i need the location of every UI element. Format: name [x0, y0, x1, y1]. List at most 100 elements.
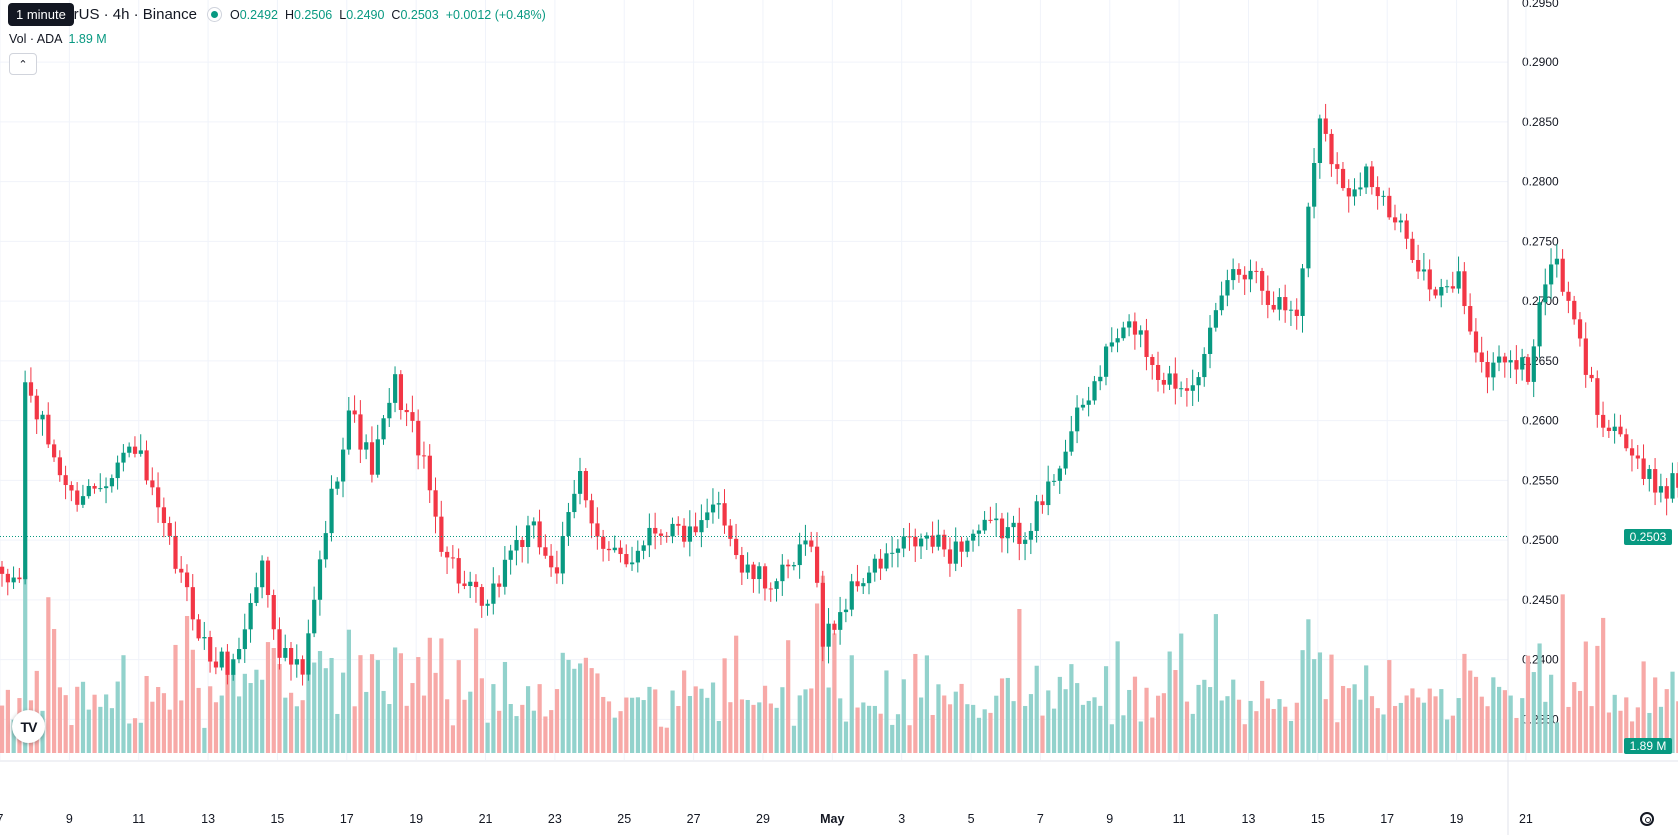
volume-bar	[1312, 659, 1317, 753]
candle-body	[358, 414, 363, 450]
candle-body	[838, 612, 843, 630]
volume-bar	[144, 675, 149, 753]
time-tick-label: 29	[756, 812, 770, 826]
volume-bar	[1242, 724, 1247, 753]
candle-body	[219, 651, 224, 668]
volume-bar	[1392, 705, 1398, 753]
volume-bar	[705, 697, 710, 753]
candle-body	[612, 547, 617, 551]
volume-bar	[1352, 684, 1357, 753]
volume-bar	[913, 653, 918, 753]
volume-bar	[289, 692, 294, 753]
candle-body	[1537, 302, 1542, 347]
volume-bar	[1664, 689, 1669, 753]
volume-bar	[1103, 666, 1109, 753]
ohlc-close: C0.2503	[391, 7, 439, 22]
candle-body	[1549, 264, 1554, 285]
time-tick-label: 19	[409, 812, 423, 826]
candle-body	[1462, 271, 1467, 307]
candle-body	[554, 567, 560, 574]
candle-body	[1543, 284, 1548, 303]
volume-bar	[1369, 696, 1375, 753]
volume-bar	[491, 684, 496, 753]
volume-label[interactable]: Vol · ADA	[9, 32, 63, 46]
candle-body	[1670, 473, 1675, 499]
candle-body	[323, 533, 328, 560]
settings-gear-icon[interactable]	[1640, 812, 1654, 826]
candle-body	[1427, 269, 1432, 290]
volume-bar	[11, 719, 16, 753]
candle-body	[1554, 258, 1560, 265]
ohlc-low: L0.2490	[339, 7, 385, 22]
volume-bar	[907, 725, 912, 753]
market-status-icon[interactable]	[207, 7, 222, 22]
volume-bar	[1387, 660, 1392, 753]
candle-body	[277, 629, 282, 658]
volume-bar	[456, 660, 461, 753]
volume-bar	[520, 704, 525, 753]
volume-bar	[1092, 697, 1097, 753]
volume-bar	[1167, 651, 1172, 753]
volume-bar	[173, 644, 178, 753]
candle-body	[1069, 431, 1074, 452]
candle-body	[1150, 356, 1155, 365]
candle-body	[1028, 530, 1034, 540]
candle-body	[699, 520, 704, 533]
volume-bar	[433, 672, 438, 753]
volume-bar	[988, 712, 993, 753]
volume-bar	[1260, 680, 1265, 753]
volume-bar	[260, 679, 265, 753]
volume-bar	[797, 695, 802, 753]
volume-bar	[1346, 688, 1351, 753]
candle-body	[1202, 353, 1207, 378]
volume-bar	[381, 690, 386, 753]
candle-body	[456, 558, 461, 584]
volume-bar	[277, 664, 282, 753]
volume-bar	[329, 657, 334, 753]
candle-body	[445, 551, 450, 558]
candle-body	[901, 536, 906, 549]
candle-body	[0, 566, 5, 574]
candle-body	[988, 519, 993, 521]
volume-bar	[1549, 674, 1554, 753]
volume-legend: Vol · ADA 1.89 M	[9, 32, 107, 46]
tradingview-logo-icon[interactable]: TV	[12, 710, 45, 743]
volume-bar	[572, 668, 577, 753]
candle-body	[1664, 486, 1669, 499]
candle-body	[872, 558, 877, 573]
candle-body	[514, 540, 519, 551]
candle-body	[369, 442, 375, 475]
candle-body	[786, 564, 791, 567]
candle-body	[1491, 362, 1496, 378]
candle-body	[260, 560, 265, 588]
candle-body	[69, 485, 74, 491]
candle-body	[497, 583, 502, 587]
candle-body	[1051, 480, 1057, 482]
candle-body	[531, 521, 536, 526]
volume-bar	[283, 697, 288, 753]
volume-bar	[618, 711, 623, 753]
volume-bar	[387, 704, 392, 753]
volume-bar	[578, 663, 583, 753]
volume-bar	[855, 707, 860, 753]
candle-body	[1404, 220, 1409, 239]
volume-bar	[1196, 684, 1201, 753]
volume-bar	[213, 702, 219, 753]
candle-body	[196, 619, 201, 639]
candle-body	[421, 455, 427, 457]
volume-bar	[1358, 699, 1363, 753]
candle-body	[1624, 434, 1629, 449]
volume-bar	[1335, 722, 1340, 753]
candle-body	[624, 554, 629, 565]
volume-bar	[566, 659, 571, 753]
candle-body	[1121, 327, 1126, 339]
volume-bar	[947, 704, 953, 753]
candle-body	[306, 633, 311, 675]
candle-body	[1127, 321, 1132, 328]
candle-body	[1196, 377, 1201, 386]
candle-body	[127, 446, 132, 453]
collapse-legend-button[interactable]: ⌃	[9, 53, 37, 75]
volume-bar	[468, 691, 473, 753]
